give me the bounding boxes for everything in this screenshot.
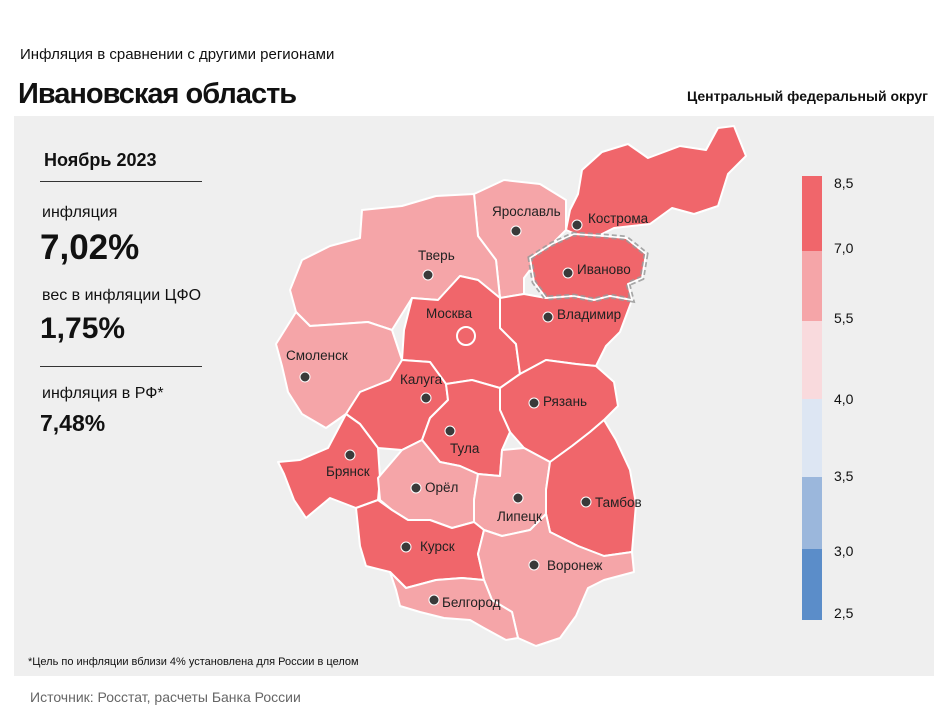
city-marker-moscow [456,326,476,346]
legend-swatch-7-8.5 [802,176,822,251]
region-label: Курск [420,539,455,554]
city-marker-smolensk [299,371,311,383]
region-kostroma[interactable] [565,125,747,241]
region-label: Москва [426,306,473,321]
legend-tick-label: 8,5 [834,175,854,191]
legend-swatch-5.5-7 [802,251,822,321]
region-label: Кострома [588,211,649,226]
page-title: Ивановская область [18,78,297,110]
city-marker-tula [444,425,456,437]
legend-tick-label: 2,5 [834,605,854,621]
rf-inflation-value: 7,48% [40,410,106,436]
divider [40,181,202,182]
region-label: Тамбов [595,495,642,510]
footnote: *Цель по инфляции вблизи 4% установлена … [28,656,359,668]
region-belgorod[interactable] [389,571,519,641]
city-marker-kostroma [571,219,583,231]
legend-tick-label: 3,0 [834,543,854,559]
legend-swatch-3-3.5 [802,477,822,549]
city-marker-oryol [410,482,422,494]
region-label: Владимир [557,307,621,322]
city-marker-bryansk [344,449,356,461]
inflation-label: инфляция [42,204,118,221]
inflation-value: 7,02% [40,228,140,267]
legend-swatch-2.5-3 [802,549,822,620]
city-marker-ivanovo [562,267,574,279]
region-label: Белгород [442,595,501,610]
divider [40,366,202,367]
legend-tick-label: 4,0 [834,391,854,407]
color-scale-legend [802,176,822,620]
city-marker-kaluga [420,392,432,404]
regions-layer [275,125,747,647]
legend-tick-label: 5,5 [834,310,854,326]
city-labels: Кострома Ярославль Иваново Тверь Москва … [286,204,649,610]
chart-subtitle: Инфляция в сравнении с другими регионами [20,46,335,63]
district-label: Центральный федеральный округ [686,88,928,104]
city-marker-belgorod [428,594,440,606]
city-marker-ryazan [528,397,540,409]
region-label: Смоленск [286,348,348,363]
region-label: Рязань [543,394,587,409]
period-label: Ноябрь 2023 [44,150,157,170]
legend-tick-label: 3,5 [834,468,854,484]
region-label: Тверь [418,248,455,263]
region-label: Калуга [400,372,443,387]
city-marker-yaroslavl [510,225,522,237]
legend-tick-label: 7,0 [834,240,854,256]
region-label: Липецк [497,509,542,524]
selected-region-inner-outline [529,233,647,301]
region-label: Ярославль [492,204,561,219]
region-bryansk[interactable] [277,413,381,519]
weight-value: 1,75% [40,312,126,345]
legend-swatch-3.5-4 [802,399,822,477]
city-marker-voronezh [528,559,540,571]
city-marker-lipetsk [512,492,524,504]
region-label: Тула [450,441,480,456]
weight-label: вес в инфляции ЦФО [42,287,202,304]
city-markers [299,219,592,606]
rf-inflation-label: инфляция в РФ* [42,385,164,402]
city-marker-vladimir [542,311,554,323]
region-label: Орёл [425,480,458,495]
region-label: Воронеж [547,558,602,573]
source-note: Источник: Росстат, расчеты Банка России [30,689,301,705]
region-label: Брянск [326,464,370,479]
city-marker-tambov [580,496,592,508]
legend-swatch-4-5.5 [802,321,822,399]
city-marker-kursk [400,541,412,553]
region-label: Иваново [577,262,631,277]
city-marker-tver [422,269,434,281]
